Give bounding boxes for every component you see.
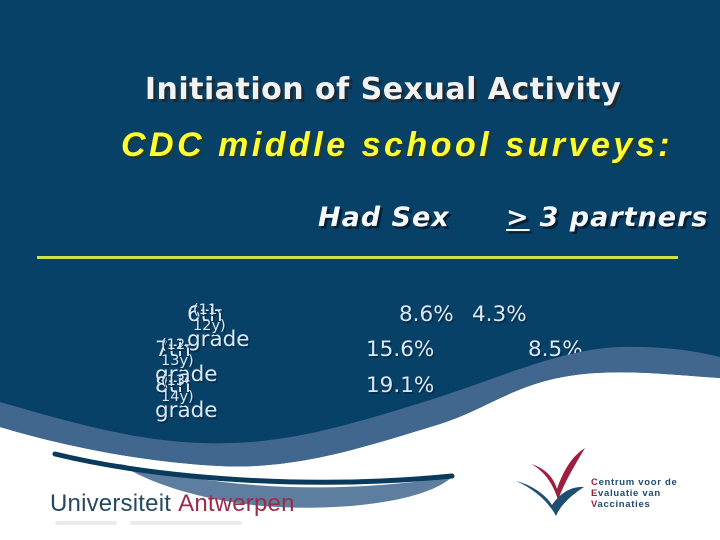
- university-name-part1: Universiteit: [50, 490, 172, 517]
- greater-equal-symbol: >: [506, 202, 530, 233]
- grade-text: 7th grade: [155, 337, 218, 387]
- column-header-had-sex: Had Sex: [318, 202, 450, 233]
- cev-logo-icon: [516, 448, 585, 516]
- had-sex-value: 15.6%: [366, 337, 435, 362]
- column-header-partners: >3 partners: [506, 202, 709, 233]
- table-row: 6th grade (11-12y) 8.6% 4.3%: [0, 302, 720, 352]
- cev-initial: E: [591, 488, 599, 499]
- wave-secondary-swoosh: [120, 464, 452, 508]
- cev-initial: C: [591, 477, 599, 488]
- age-range: (13-14y): [161, 373, 194, 405]
- wave-steel-band: [0, 346, 720, 467]
- cev-caption-line: Centrum voor de: [591, 477, 678, 488]
- partners-label: 3 partners: [539, 202, 709, 233]
- had-sex-value: 19.1%: [366, 373, 435, 398]
- grade-text: 6th grade: [187, 302, 250, 352]
- slide-title: Initiation of Sexual Activity: [144, 72, 622, 107]
- partners-value: 4.3%: [472, 302, 527, 327]
- had-sex-value: 8.6%: [399, 302, 454, 327]
- universiteit-antwerpen-wordmark: Universiteit Antwerpen: [50, 490, 295, 518]
- cev-check-blue: [516, 481, 584, 516]
- grade-text: 8th grade: [155, 373, 218, 423]
- wordmark-underline-mark: [130, 521, 242, 525]
- cev-initial: V: [591, 499, 598, 510]
- slide-subtitle: CDC middle school surveys:: [120, 126, 673, 164]
- divider-line: [37, 256, 678, 259]
- wordmark-underline-mark: [55, 521, 117, 525]
- cev-rest: entrum voor de: [598, 477, 678, 488]
- cev-check-red: [531, 448, 585, 500]
- wave-white-area: [0, 372, 720, 540]
- cev-rest: valuatie van: [598, 488, 661, 499]
- cev-caption-line: Vaccinaties: [591, 499, 678, 510]
- wave-navy-arc: [52, 451, 455, 485]
- age-range: (11-12y): [193, 302, 226, 334]
- age-range: (12-13y): [161, 337, 194, 369]
- cev-caption: Centrum voor de Evaluatie van Vaccinatie…: [591, 477, 678, 510]
- cev-rest: accinaties: [597, 499, 651, 510]
- university-name-part2: Antwerpen: [178, 490, 295, 517]
- cev-caption-line: Evaluatie van: [591, 488, 678, 499]
